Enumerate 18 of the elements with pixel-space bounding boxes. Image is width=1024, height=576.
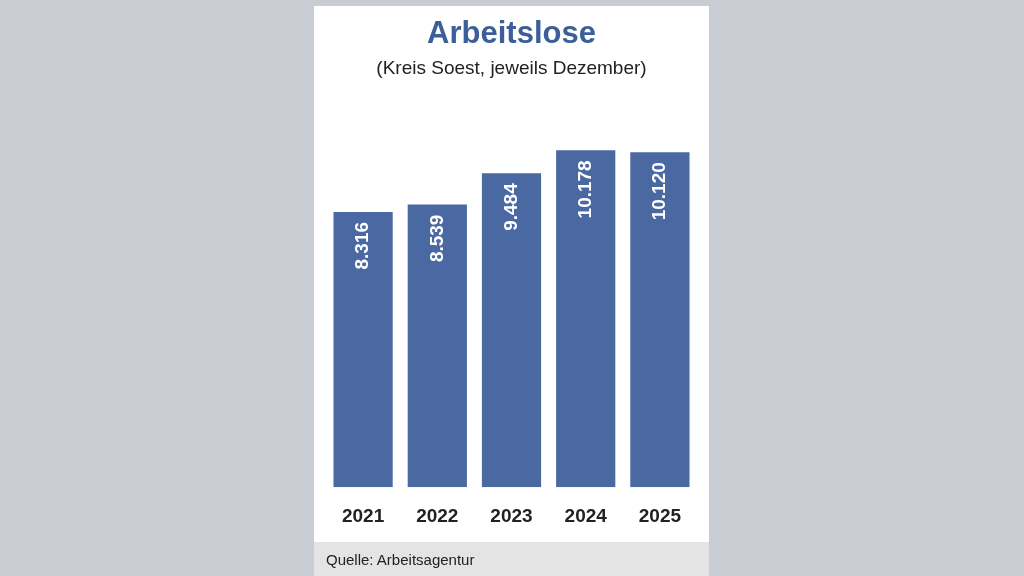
x-tick-label: 2024 — [564, 504, 608, 526]
chart-subtitle: (Kreis Soest, jeweils Dezember) — [376, 56, 647, 78]
data-label: 9.484 — [499, 182, 521, 231]
x-tick-label: 2021 — [341, 504, 385, 526]
data-label: 10.178 — [573, 160, 595, 219]
data-label: 10.120 — [648, 162, 670, 221]
bar — [407, 204, 467, 488]
x-tick-label: 2023 — [490, 504, 533, 526]
x-tick-label: 2025 — [638, 504, 682, 526]
data-label: 8.539 — [425, 214, 447, 263]
bar — [630, 152, 690, 488]
data-label: 8.316 — [351, 221, 373, 270]
bar — [481, 173, 542, 488]
bar — [556, 150, 616, 488]
chart-title: Arbeitslose — [427, 15, 596, 51]
bar — [333, 211, 393, 488]
source-note: Quelle: Arbeitsagentur — [326, 550, 475, 568]
x-tick-label: 2022 — [416, 504, 459, 526]
